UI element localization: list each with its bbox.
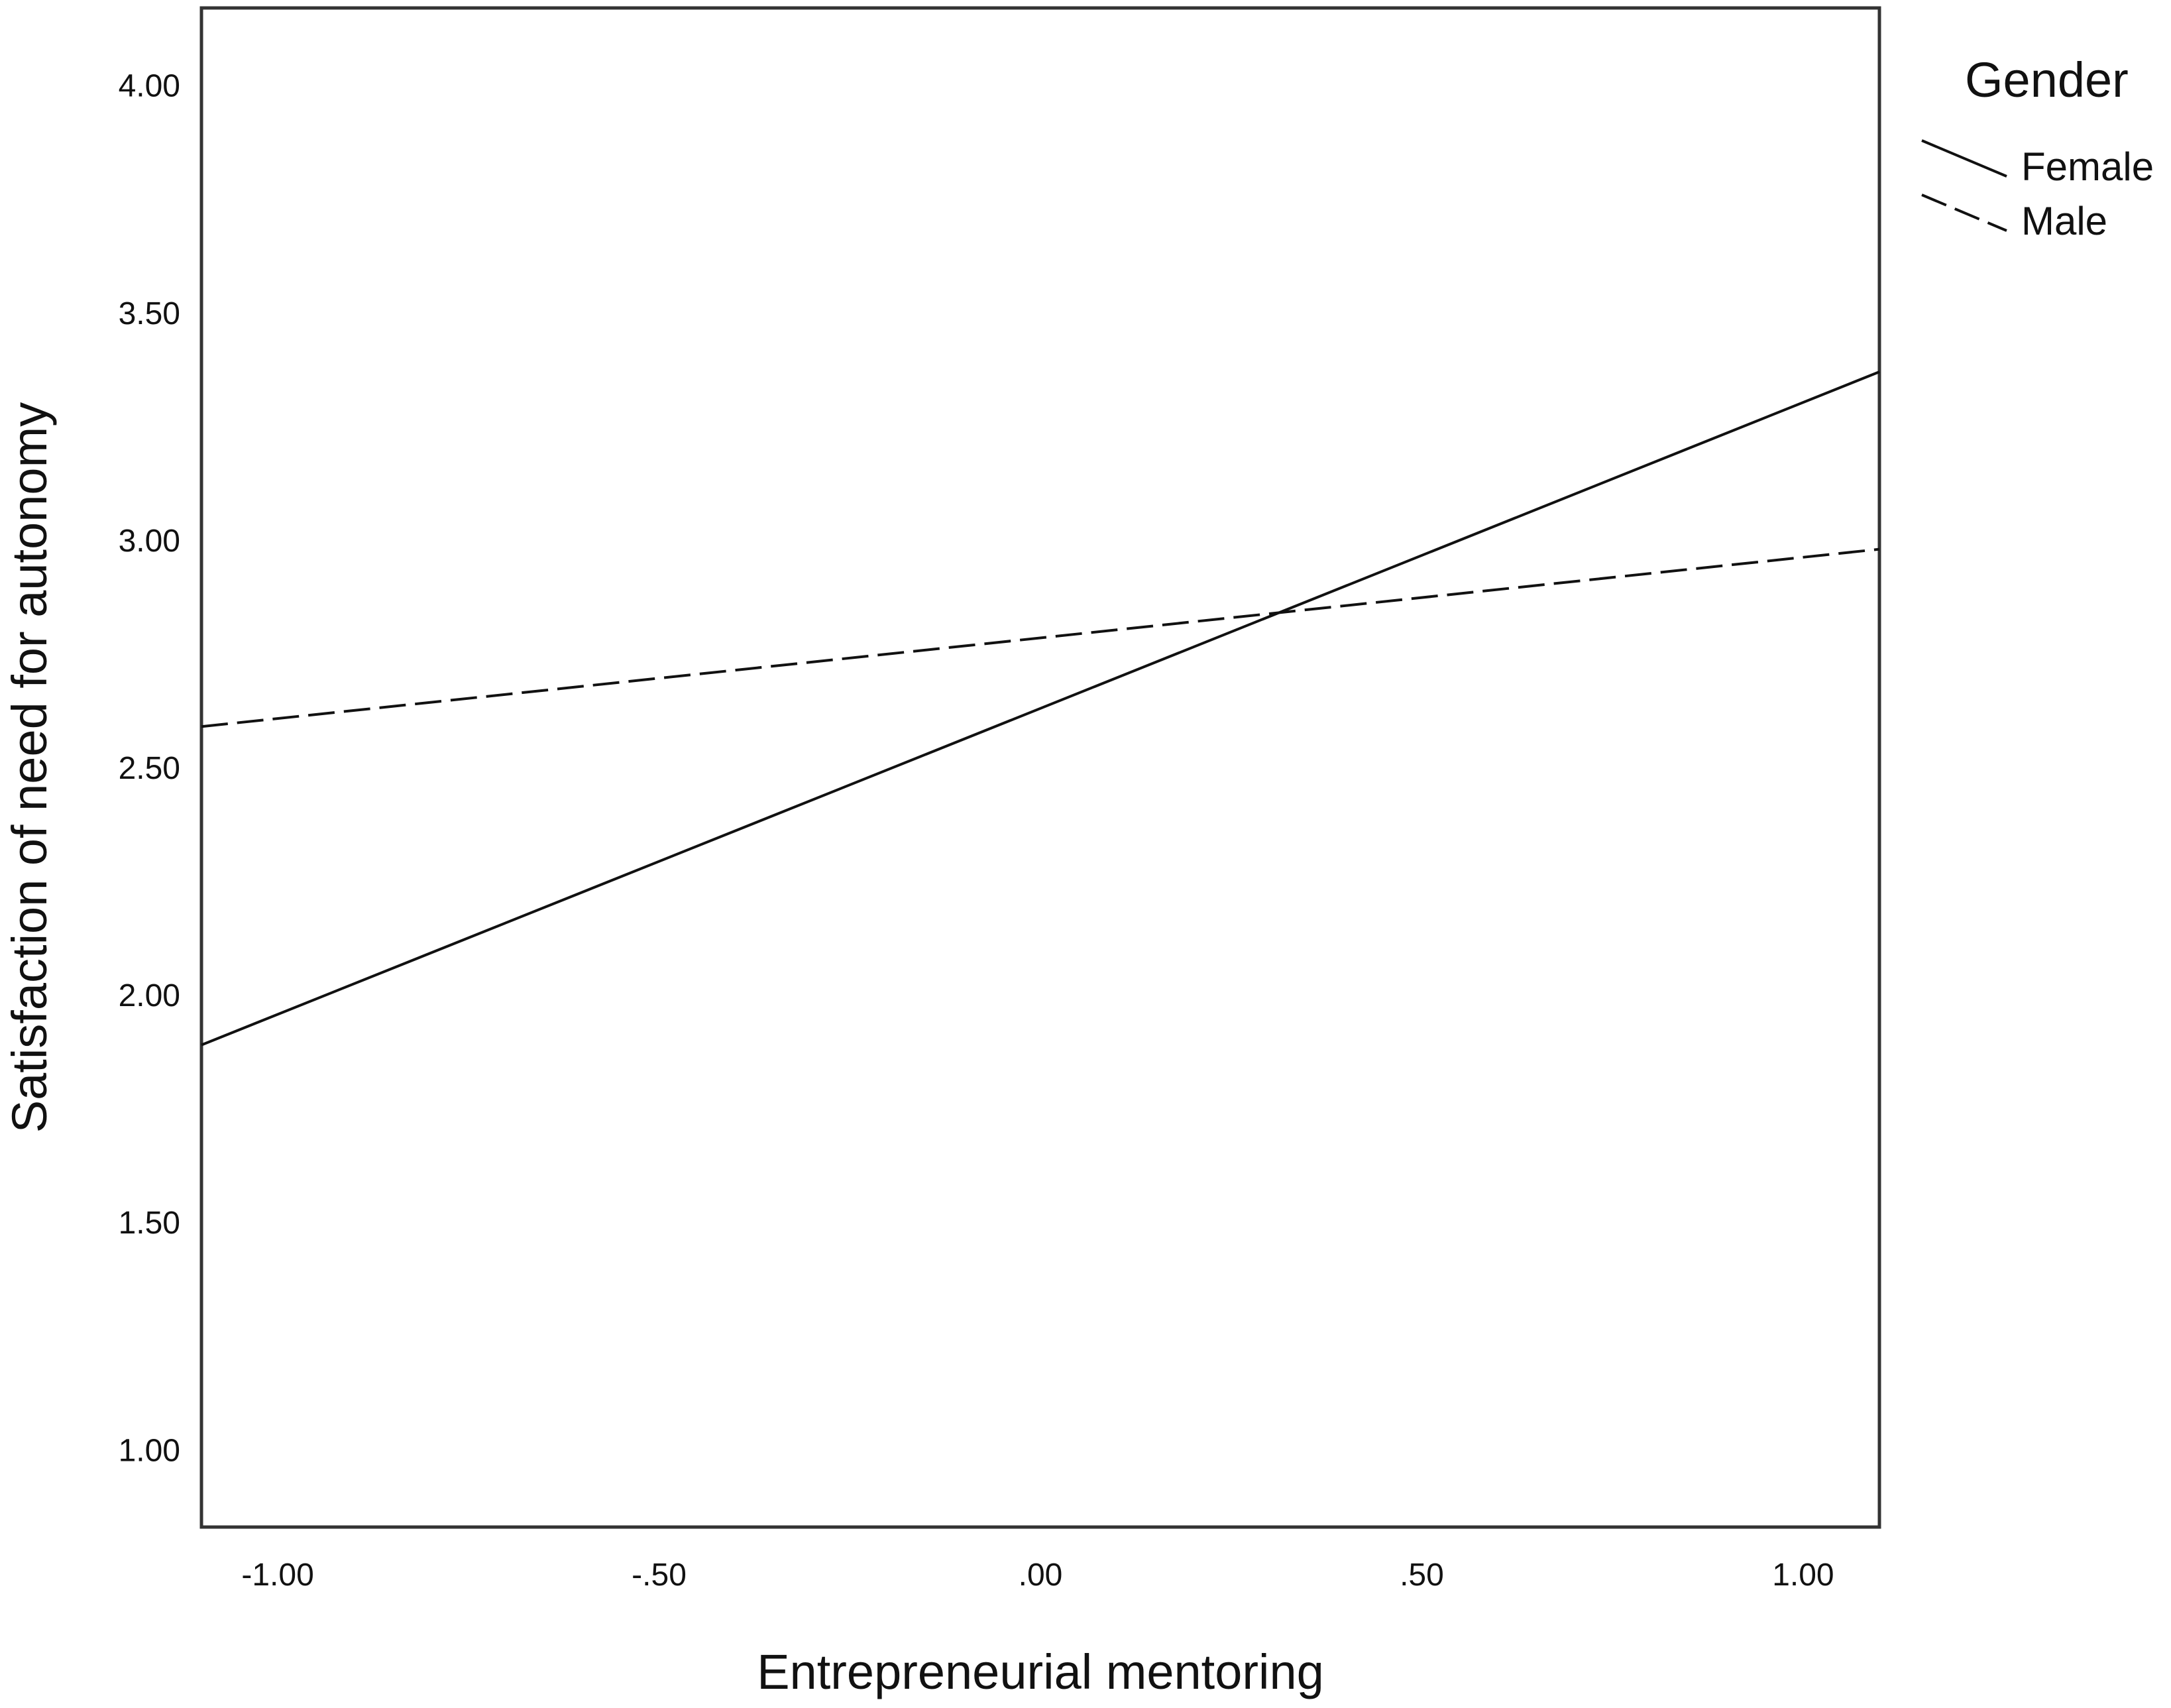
y-tick-label: 1.50 xyxy=(119,1206,180,1241)
y-tick-label: 3.00 xyxy=(119,524,180,559)
y-tick-label: 1.00 xyxy=(119,1433,180,1468)
y-tick-label: 3.50 xyxy=(119,296,180,331)
y-tick-label: 2.50 xyxy=(119,751,180,786)
plot-frame xyxy=(199,6,1881,1529)
y-tick-label: 2.00 xyxy=(119,978,180,1013)
x-tick-label: .00 xyxy=(1019,1558,1063,1593)
y-tick-label: 4.00 xyxy=(119,69,180,104)
legend: Gender Female Male xyxy=(1921,52,2154,243)
series-line-female xyxy=(201,370,1880,1047)
legend-swatch-male xyxy=(1921,194,2007,232)
legend-label-male: Male xyxy=(2021,199,2107,243)
x-tick-label: 1.00 xyxy=(1772,1558,1834,1593)
x-tick-label: -.50 xyxy=(632,1558,687,1593)
legend-title: Gender xyxy=(1965,52,2129,107)
x-axis-title: Entrepreneurial mentoring xyxy=(757,1644,1324,1699)
legend-swatch-female xyxy=(1921,139,2007,178)
x-tick-labels: -1.00 -.50 .00 .50 1.00 xyxy=(241,1558,1834,1593)
series-line-male xyxy=(201,547,1880,728)
series-lines xyxy=(201,370,1880,1047)
y-tick-labels: 1.00 1.50 2.00 2.50 3.00 3.50 4.00 xyxy=(119,69,180,1469)
x-tick-label: -1.00 xyxy=(241,1558,313,1593)
y-axis-title: Satisfaction of need for autonomy xyxy=(2,402,57,1133)
legend-label-female: Female xyxy=(2021,144,2154,189)
x-tick-label: .50 xyxy=(1400,1558,1444,1593)
